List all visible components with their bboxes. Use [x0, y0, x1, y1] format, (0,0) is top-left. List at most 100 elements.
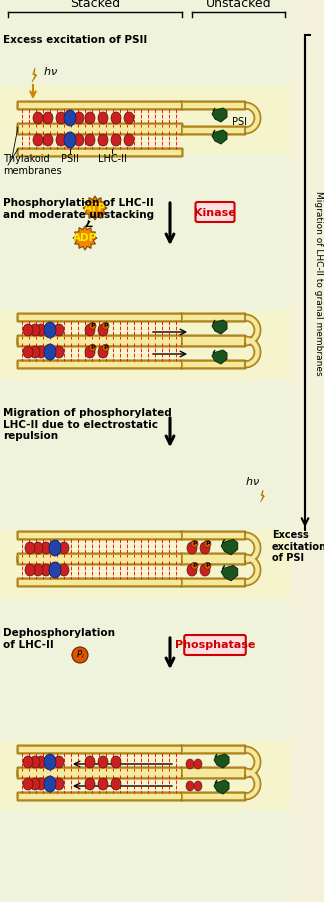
- Bar: [183, 533, 244, 538]
- Ellipse shape: [111, 112, 121, 124]
- Bar: [19, 128, 181, 133]
- Bar: [183, 555, 244, 560]
- FancyBboxPatch shape: [17, 792, 183, 801]
- Ellipse shape: [124, 134, 134, 146]
- Polygon shape: [73, 226, 97, 250]
- Polygon shape: [212, 320, 227, 334]
- Bar: [19, 580, 181, 585]
- Bar: [19, 337, 181, 342]
- Text: ADP: ADP: [73, 233, 97, 243]
- Ellipse shape: [30, 756, 40, 768]
- Polygon shape: [245, 768, 261, 800]
- FancyBboxPatch shape: [17, 338, 183, 347]
- Ellipse shape: [23, 778, 33, 790]
- Bar: [19, 794, 181, 799]
- Ellipse shape: [49, 562, 61, 578]
- Ellipse shape: [36, 778, 46, 790]
- Ellipse shape: [33, 112, 43, 124]
- Polygon shape: [32, 68, 37, 82]
- Bar: [183, 362, 244, 367]
- Ellipse shape: [33, 564, 43, 576]
- Bar: [19, 340, 181, 345]
- FancyBboxPatch shape: [17, 148, 183, 157]
- FancyBboxPatch shape: [17, 360, 183, 369]
- Bar: [0, 85, 290, 155]
- Text: P: P: [192, 564, 197, 568]
- Text: P: P: [205, 541, 210, 547]
- Text: P: P: [192, 541, 197, 547]
- Text: Phosphorylation of LHC-II
and moderate unstacking: Phosphorylation of LHC-II and moderate u…: [3, 198, 154, 219]
- FancyBboxPatch shape: [17, 770, 183, 779]
- Circle shape: [191, 562, 198, 569]
- FancyBboxPatch shape: [181, 335, 246, 344]
- Polygon shape: [245, 554, 261, 586]
- Ellipse shape: [23, 756, 33, 768]
- Ellipse shape: [33, 134, 43, 146]
- Ellipse shape: [98, 134, 108, 146]
- Ellipse shape: [30, 324, 40, 336]
- Ellipse shape: [36, 756, 46, 768]
- Ellipse shape: [30, 346, 40, 358]
- FancyBboxPatch shape: [181, 578, 246, 587]
- Bar: [19, 533, 181, 538]
- Ellipse shape: [85, 756, 95, 768]
- Ellipse shape: [43, 134, 53, 146]
- FancyBboxPatch shape: [181, 745, 246, 754]
- Ellipse shape: [124, 112, 134, 124]
- Ellipse shape: [44, 344, 56, 360]
- FancyBboxPatch shape: [181, 126, 246, 135]
- Bar: [183, 128, 244, 133]
- Ellipse shape: [54, 778, 64, 790]
- Bar: [19, 103, 181, 108]
- Polygon shape: [214, 754, 229, 768]
- Ellipse shape: [85, 324, 95, 336]
- Ellipse shape: [54, 756, 64, 768]
- Ellipse shape: [41, 564, 51, 576]
- Text: Phosphatase: Phosphatase: [175, 640, 255, 650]
- Ellipse shape: [200, 542, 210, 554]
- Polygon shape: [212, 108, 227, 122]
- Ellipse shape: [56, 134, 66, 146]
- Bar: [19, 150, 181, 155]
- Text: P: P: [90, 323, 95, 328]
- FancyBboxPatch shape: [181, 767, 246, 776]
- Ellipse shape: [200, 564, 210, 576]
- Circle shape: [102, 345, 109, 351]
- Polygon shape: [246, 556, 260, 584]
- Text: ATP: ATP: [84, 203, 106, 213]
- Ellipse shape: [64, 110, 76, 126]
- Ellipse shape: [44, 754, 56, 770]
- Text: Thylakoid
membranes: Thylakoid membranes: [3, 154, 62, 176]
- Text: PSI: PSI: [232, 117, 247, 127]
- FancyBboxPatch shape: [17, 553, 183, 562]
- Text: P: P: [103, 345, 108, 350]
- Ellipse shape: [98, 756, 108, 768]
- Polygon shape: [245, 102, 261, 134]
- Text: Migration of phosphorylated
LHC-II due to electrostatic
repulsion: Migration of phosphorylated LHC-II due t…: [3, 408, 172, 441]
- FancyBboxPatch shape: [17, 578, 183, 587]
- Bar: [0, 530, 290, 600]
- Polygon shape: [246, 104, 260, 133]
- Ellipse shape: [56, 112, 66, 124]
- Text: $h\nu$: $h\nu$: [43, 65, 58, 77]
- Ellipse shape: [59, 564, 69, 576]
- Ellipse shape: [30, 778, 40, 790]
- FancyBboxPatch shape: [181, 556, 246, 565]
- Polygon shape: [246, 337, 260, 366]
- Ellipse shape: [23, 324, 33, 336]
- Ellipse shape: [25, 542, 35, 554]
- FancyBboxPatch shape: [181, 313, 246, 322]
- Bar: [183, 315, 244, 320]
- Bar: [19, 125, 181, 130]
- Text: $P_i$: $P_i$: [76, 649, 84, 661]
- Ellipse shape: [98, 346, 108, 358]
- Bar: [19, 555, 181, 560]
- FancyBboxPatch shape: [17, 335, 183, 344]
- Bar: [19, 769, 181, 774]
- Polygon shape: [246, 769, 260, 798]
- Ellipse shape: [23, 346, 33, 358]
- Bar: [19, 362, 181, 367]
- Ellipse shape: [41, 542, 51, 554]
- FancyBboxPatch shape: [17, 123, 183, 132]
- Ellipse shape: [186, 781, 194, 791]
